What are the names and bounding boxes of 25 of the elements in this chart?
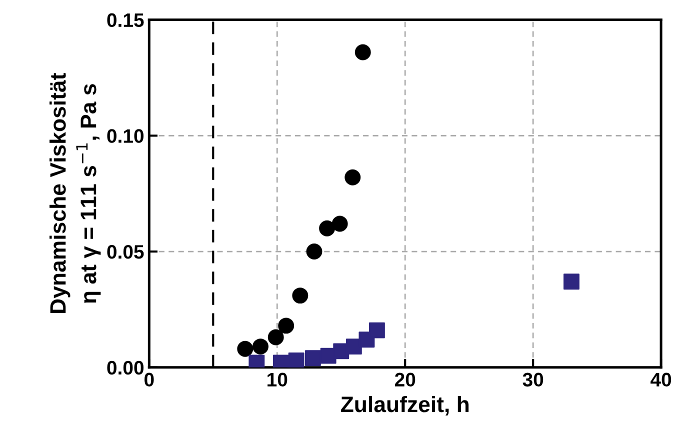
y-tick-label: 0.15 bbox=[107, 13, 144, 28]
y-tick-label: 0.10 bbox=[107, 129, 144, 143]
y-axis-title: Dynamische Viskosität η at γ = 111 s$^{−1}$, Pa s bbox=[50, 73, 101, 313]
point bbox=[306, 244, 322, 260]
x-axis-title: Zulaufzeit, h bbox=[340, 396, 469, 416]
point bbox=[319, 220, 336, 236]
x-tick-label: 0 bbox=[144, 372, 154, 387]
x-tick-label: 40 bbox=[650, 372, 672, 387]
point bbox=[237, 340, 254, 357]
point bbox=[268, 329, 284, 346]
point bbox=[344, 169, 361, 186]
point bbox=[354, 44, 371, 60]
point bbox=[368, 322, 385, 338]
y-tick-label: 0.00 bbox=[107, 360, 144, 375]
point bbox=[563, 274, 580, 290]
point bbox=[278, 318, 294, 334]
x-tick-label: 30 bbox=[522, 372, 544, 387]
point bbox=[292, 288, 308, 304]
point bbox=[304, 350, 321, 366]
y-tick-label: 0.05 bbox=[107, 245, 144, 259]
point bbox=[288, 352, 304, 368]
x-tick-label: 20 bbox=[394, 372, 416, 387]
x-tick-label: 10 bbox=[268, 372, 288, 387]
point bbox=[252, 338, 268, 355]
point bbox=[332, 216, 348, 232]
